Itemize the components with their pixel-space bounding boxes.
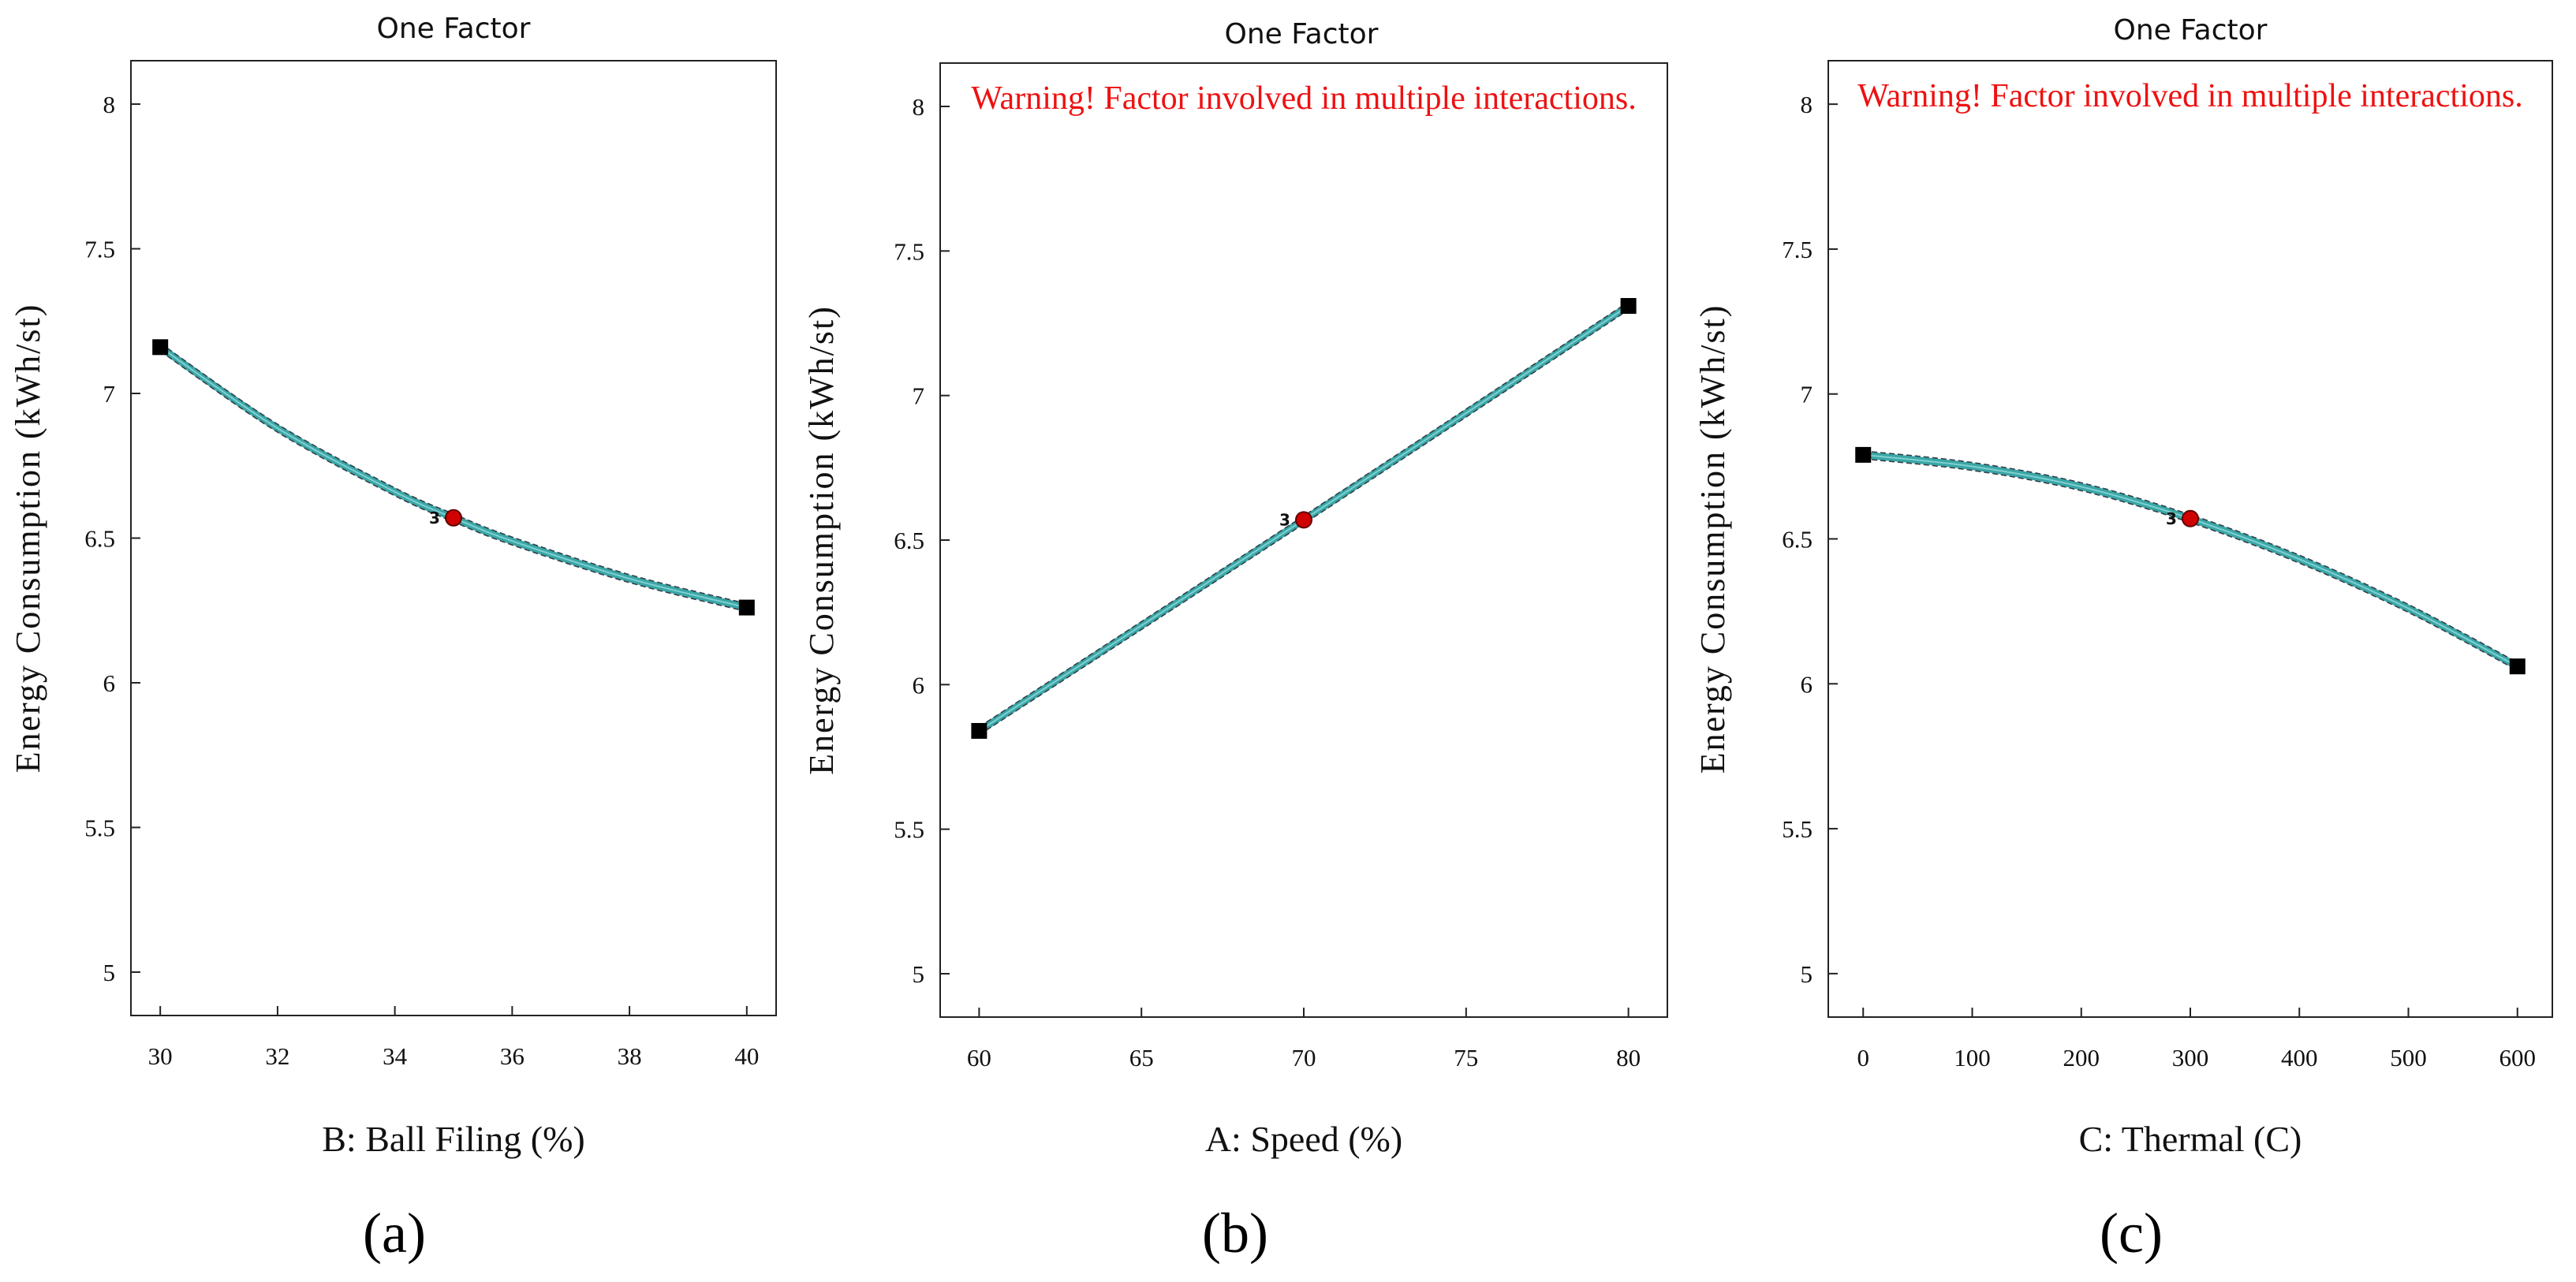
x-tick-label: 600: [2499, 1044, 2537, 1071]
plot-frame: [939, 62, 1668, 1018]
y-tick-label: 7: [1801, 381, 1813, 408]
series-line: [159, 346, 748, 609]
x-tick-label: 30: [148, 1042, 173, 1070]
chart-panel-1: One Factor 5 5.5 6 6.5 7 7.5 8 30 32 34 36 38 40 Energ…: [9, 13, 777, 1265]
y-axis-label: Energy Consumption (kWh/st): [1693, 304, 1732, 774]
y-tick-label: 5.5: [84, 814, 115, 841]
chart-title: One Factor: [2114, 14, 2268, 47]
center-point: [2182, 509, 2199, 527]
center-point: [1295, 511, 1312, 529]
y-tick-label: 8: [103, 91, 116, 118]
warning-text: Warning! Factor involved in multiple int…: [1857, 78, 2522, 114]
y-tick-label: 8: [1801, 91, 1813, 118]
design-point-square: [971, 723, 987, 739]
panel-label: (a): [363, 1202, 426, 1265]
series-band: [1859, 451, 2522, 670]
y-tick-label: 8: [913, 93, 925, 121]
plot-frame: [1827, 60, 2553, 1018]
x-tick-label: 75: [1454, 1044, 1478, 1071]
y-tick-label: 7.5: [1782, 236, 1813, 263]
center-point-count: 3: [1279, 510, 1290, 529]
series-upper-ci: [159, 342, 747, 605]
warning-text: Warning! Factor involved in multiple int…: [971, 80, 1636, 117]
center-point-count: 3: [429, 509, 440, 527]
y-tick-label: 7.5: [84, 236, 115, 263]
panel-label: (c): [2100, 1202, 2163, 1265]
chart-title: One Factor: [377, 13, 531, 45]
y-tick-label: 6.5: [1782, 526, 1813, 553]
y-tick-label: 6: [103, 669, 116, 697]
x-tick-label: 200: [2063, 1044, 2100, 1071]
x-tick-label: 400: [2281, 1044, 2318, 1071]
x-tick-label: 100: [1954, 1044, 1991, 1071]
series-band: [156, 343, 751, 612]
panel-label: (b): [1202, 1202, 1268, 1265]
y-tick-label: 5: [1801, 960, 1813, 988]
x-axis-label: A: Speed (%): [1205, 1119, 1402, 1159]
design-point-square: [1620, 298, 1637, 314]
x-tick-label: 60: [967, 1044, 991, 1071]
x-tick-label: 70: [1292, 1044, 1316, 1071]
y-tick-label: 5.5: [894, 816, 924, 844]
x-tick-label: 34: [383, 1042, 408, 1070]
y-tick-label: 6: [1801, 670, 1813, 698]
series-lower-ci: [1863, 458, 2518, 671]
design-point-square: [152, 339, 169, 356]
chart-panel-2: One Factor Warning! Factor involved in mu…: [802, 18, 1668, 1265]
y-tick-label: 7: [103, 380, 116, 408]
y-tick-label: 6.5: [84, 525, 115, 553]
x-tick-label: 40: [734, 1042, 759, 1070]
design-point-square: [2509, 658, 2526, 675]
y-tick-label: 5: [103, 959, 116, 986]
y-tick-label: 5: [913, 960, 925, 988]
y-axis-label: Energy Consumption (kWh/st): [9, 304, 47, 773]
design-point-square: [738, 599, 755, 616]
x-tick-label: 0: [1857, 1044, 1869, 1071]
design-point-square: [1855, 446, 1872, 463]
y-tick-label: 6.5: [894, 527, 924, 554]
series-lower-ci: [159, 350, 747, 613]
y-tick-label: 7.5: [894, 237, 924, 265]
center-point-count: 3: [2166, 509, 2177, 528]
plot-frame: [130, 60, 777, 1016]
x-tick-label: 32: [265, 1042, 289, 1070]
x-tick-label: 300: [2172, 1044, 2209, 1071]
y-tick-label: 5.5: [1782, 815, 1813, 843]
x-tick-label: 65: [1129, 1044, 1154, 1071]
series-upper-ci: [1863, 450, 2518, 663]
x-axis-label: B: Ball Filing (%): [322, 1119, 585, 1159]
x-tick-label: 80: [1616, 1044, 1641, 1071]
x-tick-label: 36: [500, 1042, 525, 1070]
y-tick-label: 7: [913, 382, 925, 410]
x-axis-label: C: Thermal (C): [2079, 1119, 2302, 1159]
chart-panel-3: One Factor Warning! Factor involved in mu…: [1693, 14, 2553, 1265]
chart-title: One Factor: [1225, 18, 1379, 50]
x-tick-label: 500: [2390, 1044, 2427, 1071]
center-point: [445, 509, 462, 527]
x-tick-label: 38: [618, 1042, 642, 1070]
y-axis-label: Energy Consumption (kWh/st): [802, 305, 841, 775]
y-tick-label: 6: [913, 671, 925, 699]
series-line: [1863, 453, 2518, 668]
